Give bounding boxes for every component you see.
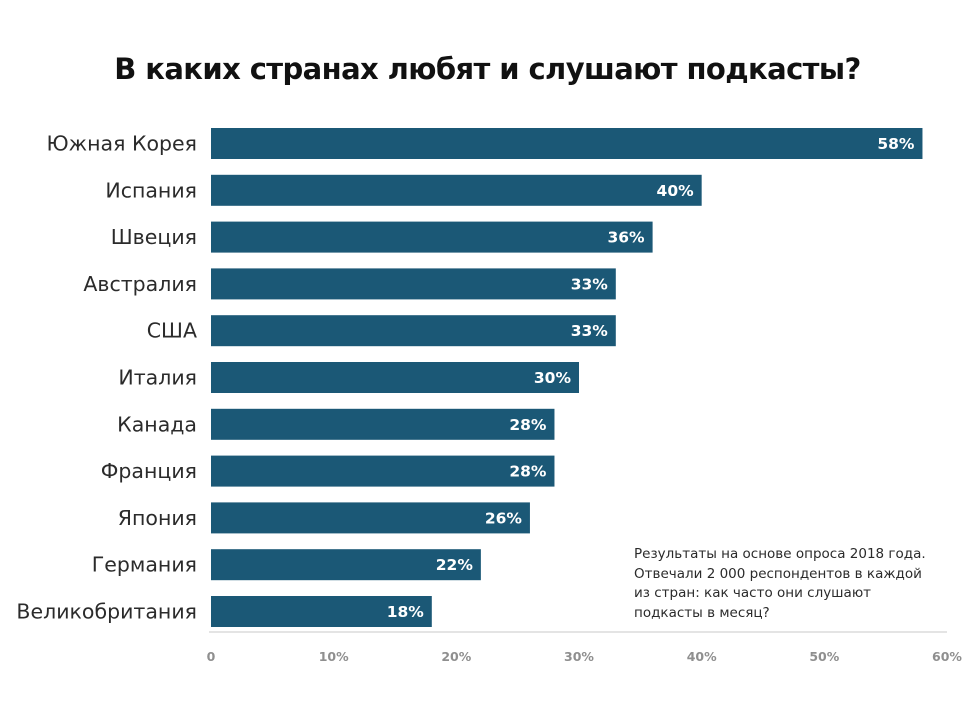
bar-value-label: 26% [485, 509, 523, 527]
bar-value-label: 40% [657, 182, 695, 200]
bar-value-label: 18% [387, 603, 425, 621]
bar [211, 221, 653, 253]
category-label: Австралия [83, 272, 197, 296]
chart-title: В каких странах любят и слушают подкасты… [114, 52, 861, 86]
x-tick-label: 0 [207, 649, 216, 664]
note-line: Результаты на основе опроса 2018 года. [634, 546, 926, 562]
category-label: Италия [118, 366, 197, 390]
bar-value-label: 28% [509, 463, 547, 481]
bar-row: Испания 40% [105, 174, 702, 206]
bar-value-label: 22% [436, 556, 474, 574]
bar-row: США 33% [147, 315, 616, 347]
bar [211, 315, 616, 347]
category-label: Франция [101, 459, 197, 483]
note-line: подкасты в месяц? [634, 604, 770, 621]
bar [211, 362, 579, 393]
bar [211, 408, 555, 440]
category-label: Испания [105, 178, 197, 202]
bar-value-label: 36% [607, 229, 645, 247]
x-tick-label: 50% [809, 649, 839, 664]
bar [211, 174, 702, 206]
category-label: США [147, 319, 197, 343]
bar-row: Италия 30% [118, 362, 579, 393]
bar-value-label: 33% [571, 322, 609, 340]
bar-row: Япония 26% [118, 502, 530, 534]
bar [211, 502, 530, 534]
note-line: из стран: как часто они слушают [634, 585, 872, 601]
x-tick-label: 30% [564, 649, 594, 664]
x-tick-label: 10% [319, 649, 349, 664]
bar-value-label: 30% [534, 369, 572, 387]
bars-layer: Южная Корея 58% Испания 40% Швеция 36% Австрал… [16, 128, 923, 627]
bar-row: Австралия 33% [83, 268, 616, 300]
x-tick-label: 40% [687, 649, 717, 664]
category-label: Япония [118, 506, 197, 530]
x-tick-label: 60% [932, 649, 962, 664]
x-tick-label: 20% [441, 649, 471, 664]
x-axis-ticks: 0 10% 20% 30% 40% 50% 60% [207, 649, 963, 664]
category-label: Швеция [111, 225, 197, 249]
bar [211, 549, 481, 581]
bar-row: Великобритания 18% [16, 596, 432, 627]
bar-value-label: 58% [877, 135, 915, 153]
bar [211, 128, 923, 159]
bar-row: Франция 28% [101, 455, 555, 487]
bar [211, 268, 616, 300]
survey-note: Результаты на основе опроса 2018 года. О… [634, 545, 944, 623]
bar-row: Германия 22% [92, 549, 481, 581]
bar-value-label: 28% [509, 416, 547, 434]
bar [211, 455, 555, 487]
note-line: Отвечали 2 000 респондентов в каждой [634, 565, 922, 582]
category-label: Великобритания [16, 600, 197, 624]
bar-row: Канада 28% [117, 408, 555, 440]
category-label: Южная Корея [47, 132, 197, 156]
bar-value-label: 33% [571, 275, 609, 293]
bar-row: Швеция 36% [111, 221, 653, 253]
category-label: Германия [92, 553, 197, 577]
bar [211, 596, 432, 627]
category-label: Канада [117, 412, 197, 436]
bar-row: Южная Корея 58% [47, 128, 923, 159]
